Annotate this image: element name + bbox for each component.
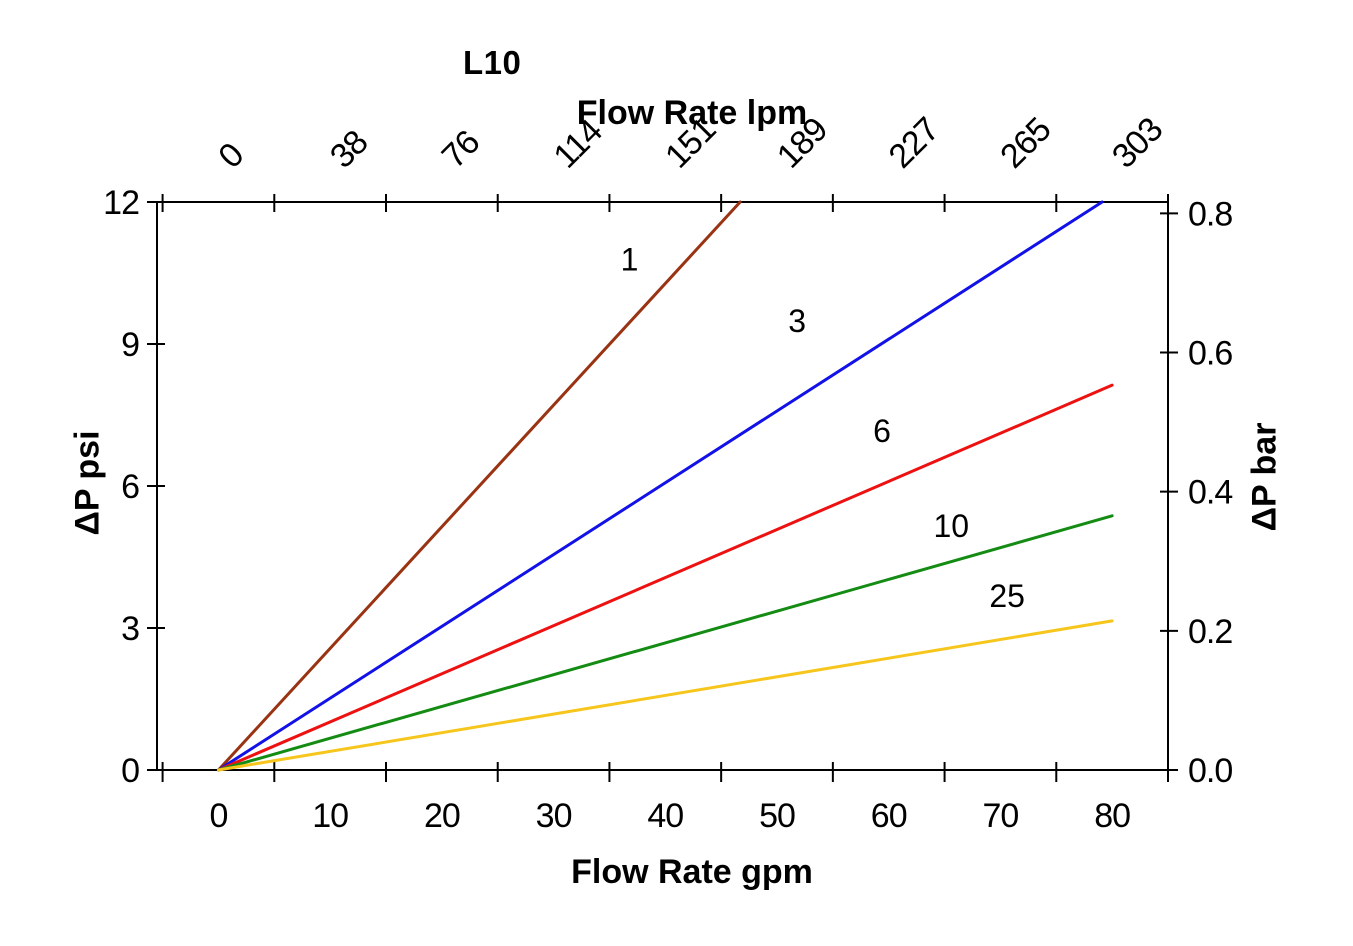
right-tick-label: 0.2 xyxy=(1188,613,1232,651)
top-tick-label: 114 xyxy=(546,113,609,176)
series-label-6: 6 xyxy=(873,413,891,449)
bottom-tick-label: 60 xyxy=(871,797,907,835)
left-tick-label: 6 xyxy=(121,468,139,506)
series-line-3 xyxy=(216,200,1104,772)
top-tick-label: 189 xyxy=(770,111,835,176)
series-label-3: 3 xyxy=(788,303,806,339)
chart-title: L10 xyxy=(463,44,522,81)
top-tick-label: 38 xyxy=(323,123,375,175)
series-label-25: 25 xyxy=(989,578,1025,614)
top-tick-label: 76 xyxy=(435,123,487,175)
series-label-10: 10 xyxy=(933,508,969,544)
left-tick-label: 3 xyxy=(121,610,139,648)
right-tick-label: 0.8 xyxy=(1188,195,1232,233)
top-tick-label: 303 xyxy=(1105,111,1170,176)
right-tick-label: 0.0 xyxy=(1188,752,1232,790)
series-line-6 xyxy=(216,383,1114,772)
right-tick-label: 0.6 xyxy=(1188,335,1232,373)
left-tick-label: 9 xyxy=(121,326,139,364)
top-tick-label: 227 xyxy=(882,111,947,176)
series-line-10 xyxy=(216,514,1114,772)
right-tick-label: 0.4 xyxy=(1188,474,1232,512)
left-tick-label: 0 xyxy=(121,752,139,790)
series-line-1 xyxy=(216,200,742,772)
left-tick-label: 12 xyxy=(103,184,139,222)
bottom-tick-label: 20 xyxy=(424,797,460,835)
top-tick-label: 151 xyxy=(658,111,723,176)
bottom-axis-title: Flow Rate gpm xyxy=(571,853,813,891)
bottom-tick-label: 70 xyxy=(983,797,1019,835)
bottom-tick-label: 30 xyxy=(536,797,572,835)
top-tick-label: 0 xyxy=(211,136,251,176)
bottom-tick-label: 0 xyxy=(209,797,227,835)
top-tick-label: 265 xyxy=(993,111,1058,176)
series-line-25 xyxy=(216,619,1114,772)
top-axis-title: Flow Rate lpm xyxy=(576,94,808,132)
bottom-tick-label: 10 xyxy=(312,797,348,835)
bottom-tick-label: 40 xyxy=(647,797,683,835)
series-label-1: 1 xyxy=(621,242,639,278)
bottom-tick-label: 80 xyxy=(1094,797,1130,835)
bottom-tick-label: 50 xyxy=(759,797,795,835)
